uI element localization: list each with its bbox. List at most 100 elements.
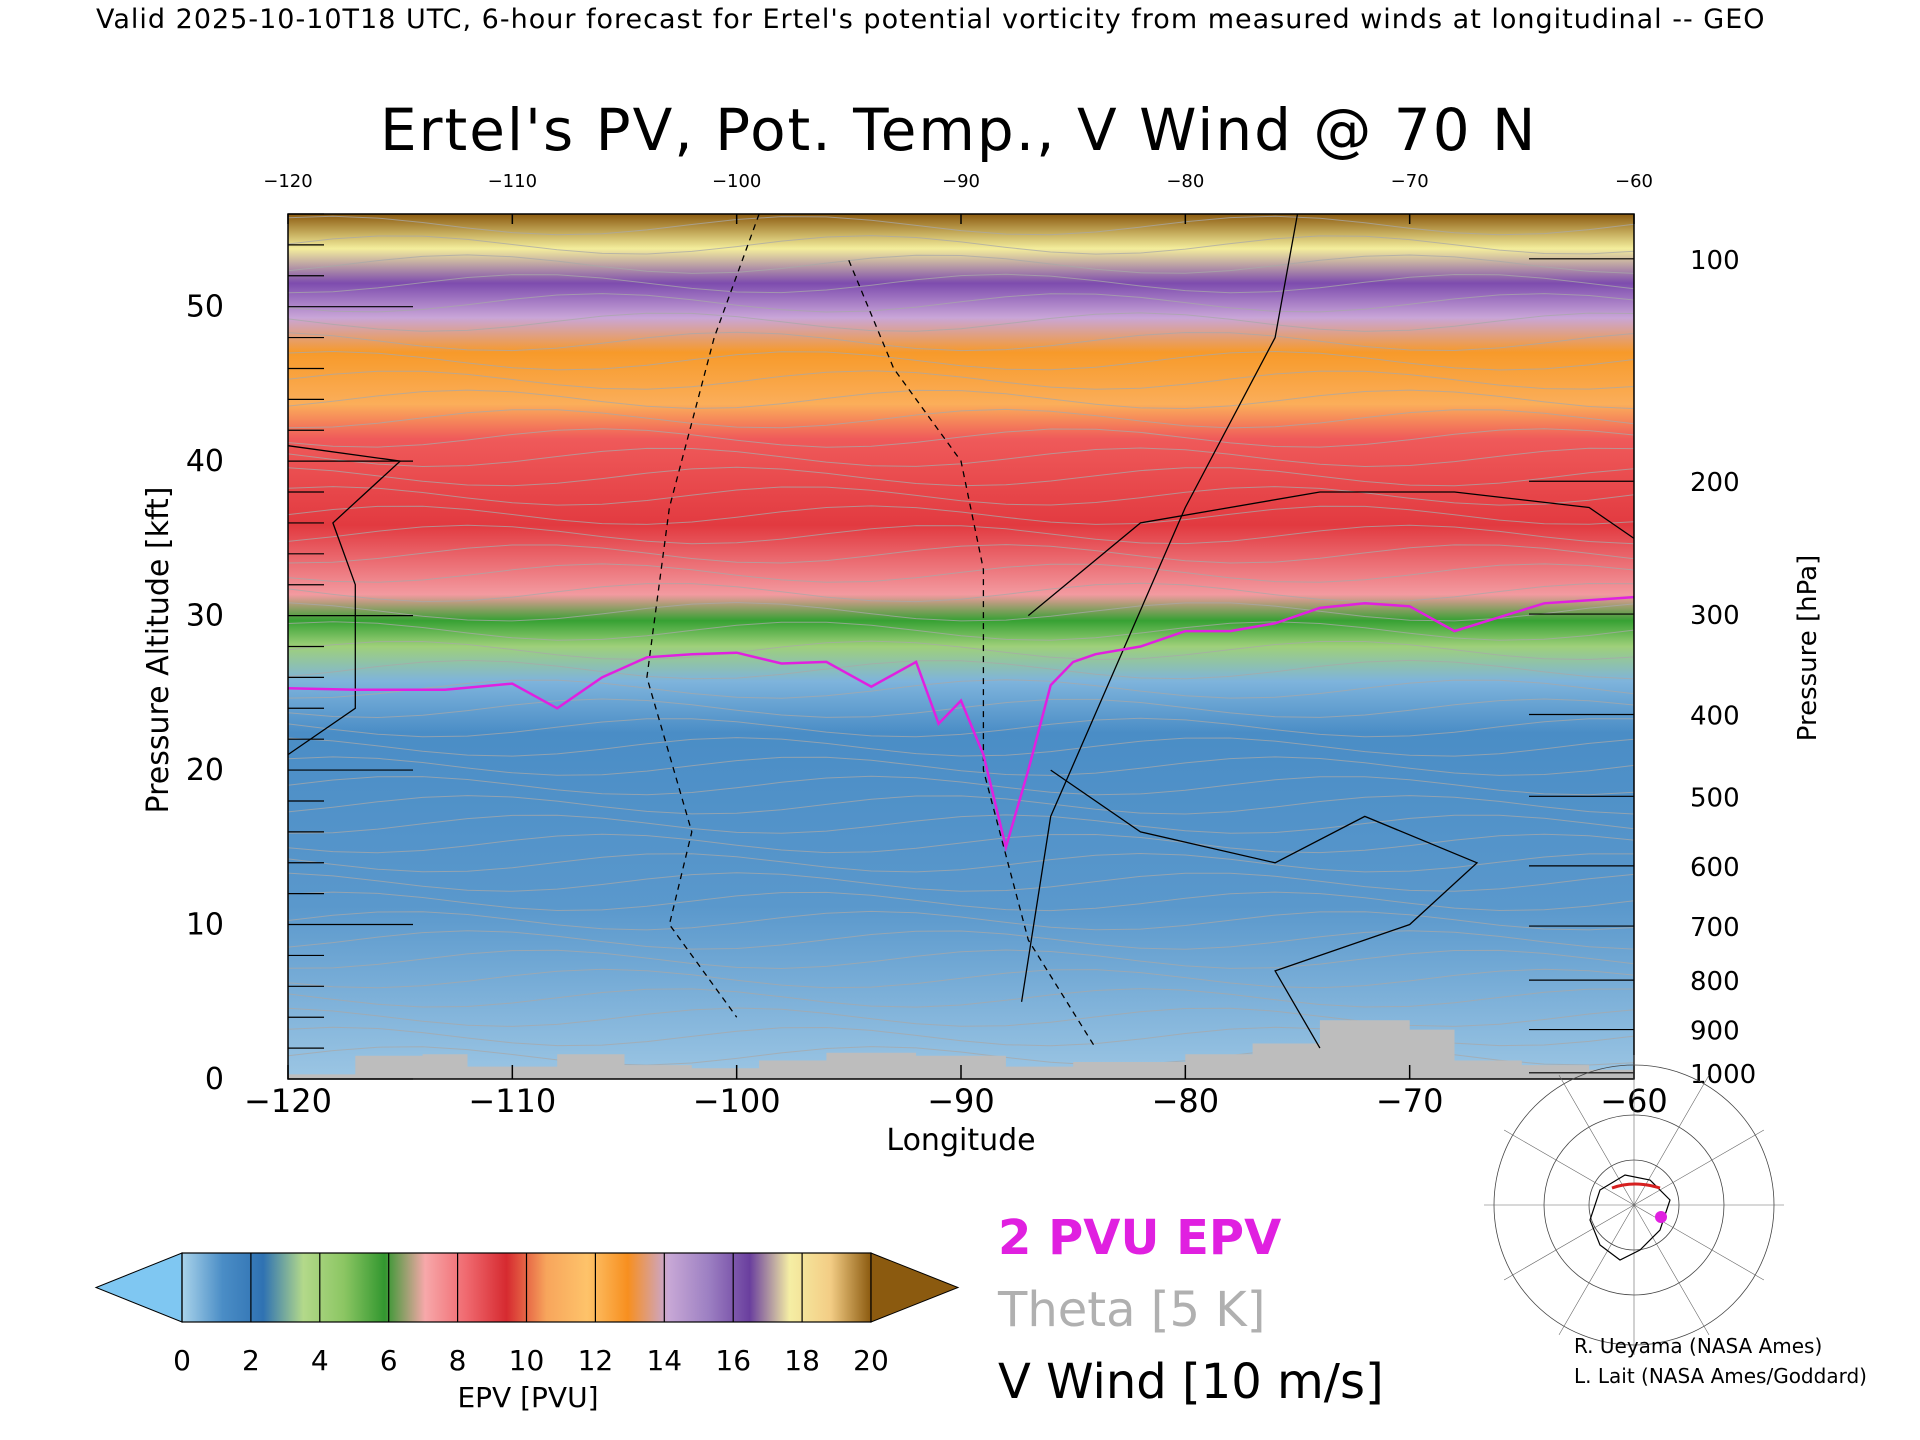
theta-contour (287, 968, 1635, 989)
x-axis-label: Longitude (886, 1123, 1035, 1158)
theta-contour (287, 524, 1635, 545)
x-tick-label: −110 (468, 1082, 556, 1120)
colorbar-tick-label: 18 (784, 1344, 820, 1377)
pressure-tick-label: 300 (1690, 601, 1740, 631)
colorbar-tick-label: 14 (646, 1344, 682, 1377)
theta-contour (287, 988, 1635, 1008)
y-axis-label-right: Pressure [hPa] (1793, 555, 1823, 742)
theta-contour (287, 389, 1635, 410)
credit-line-1: R. Ueyama (NASA Ames) (1574, 1334, 1823, 1358)
x-tick-label: −80 (1152, 1082, 1220, 1120)
v-wind-contour (848, 260, 1097, 1049)
theta-contour (287, 891, 1635, 912)
colorbar-over-arrow (870, 1252, 960, 1323)
theta-contour (287, 872, 1635, 892)
colorbar-label: EPV [PVU] (457, 1381, 598, 1414)
theta-contour (287, 582, 1635, 603)
theta-contour (287, 254, 1635, 274)
pressure-tick-label: 900 (1690, 1017, 1740, 1047)
colorbar-tick-label: 20 (853, 1344, 889, 1377)
colorbar-under-arrow (94, 1252, 183, 1323)
colorbar-tick-label: 2 (242, 1344, 260, 1377)
pressure-tick-label: 200 (1690, 468, 1740, 498)
y-tick-label: 10 (186, 908, 224, 943)
theta-contour (287, 486, 1635, 506)
theta-contour (287, 505, 1635, 525)
theta-contour (287, 775, 1635, 796)
map-meridian (1633, 1204, 1710, 1336)
map-location-dot (1655, 1211, 1667, 1223)
theta-contour (287, 833, 1635, 854)
theta-contour (287, 350, 1635, 371)
theta-contour (287, 949, 1635, 970)
pressure-tick-label: 400 (1690, 701, 1740, 731)
theta-contour (287, 273, 1635, 294)
terrain-fill (288, 1020, 1634, 1079)
v-wind-contour (287, 445, 402, 756)
theta-contour (287, 640, 1635, 661)
credit-line-2: L. Lait (NASA Ames/Goddard) (1574, 1364, 1867, 1388)
x-tick-label-top: −80 (1166, 171, 1204, 192)
map-meridian (1558, 1074, 1635, 1206)
theta-contour (287, 659, 1635, 680)
pressure-tick-label: 700 (1690, 913, 1740, 943)
map-meridian (1633, 1129, 1765, 1206)
pressure-tick-label: 500 (1690, 783, 1740, 813)
map-meridian (1558, 1204, 1635, 1336)
map-meridian (1633, 1074, 1710, 1206)
theta-contour (287, 293, 1635, 313)
theta-contour (287, 408, 1635, 429)
colorbar-tick-label: 12 (578, 1344, 614, 1377)
map-background (1535, 1146, 1730, 1296)
theta-contour (287, 717, 1635, 738)
theta-contour (287, 737, 1635, 757)
legend-theta-label: Theta [5 K] (998, 1282, 1266, 1338)
theta-contour (287, 679, 1635, 699)
theta-contour (287, 235, 1635, 255)
theta-contour (287, 910, 1635, 931)
colorbar-tick-label: 0 (173, 1344, 191, 1377)
y-tick-label: 40 (186, 444, 224, 479)
theta-contour (287, 756, 1635, 776)
colorbar-tick-label: 16 (715, 1344, 751, 1377)
x-tick-label-top: −100 (712, 171, 761, 192)
v-wind-contour (646, 213, 760, 1018)
locator-map (1484, 1055, 1784, 1355)
theta-contour (287, 215, 1635, 236)
legend-wind-label: V Wind [10 m/s] (998, 1354, 1384, 1410)
colorbar-tick-label: 6 (380, 1344, 398, 1377)
theta-contour (287, 563, 1635, 583)
theta-contour (287, 621, 1635, 641)
x-tick-label: −90 (927, 1082, 995, 1120)
pressure-tick-label: 800 (1690, 967, 1740, 997)
theta-contour (287, 466, 1635, 487)
colorbar-tick-label: 10 (509, 1344, 545, 1377)
y-tick-label: 20 (186, 753, 224, 788)
theta-contour (287, 544, 1635, 564)
colorbar-tick-label: 8 (449, 1344, 467, 1377)
v-wind-contour (1027, 491, 1635, 617)
x-tick-label-top: −120 (263, 171, 312, 192)
x-tick-label: −120 (244, 1082, 332, 1120)
pressure-tick-label: 1000 (1690, 1060, 1756, 1090)
x-tick-label: −100 (693, 1082, 781, 1120)
x-tick-label-top: −70 (1391, 171, 1429, 192)
theta-contour (287, 852, 1634, 873)
theta-contour (287, 312, 1635, 332)
pv-2pvu-line (287, 595, 1635, 853)
map-meridian (1503, 1129, 1635, 1206)
x-tick-label: −70 (1376, 1082, 1444, 1120)
v-wind-contour (1050, 769, 1479, 1049)
theta-contour (287, 698, 1635, 719)
theta-contour (287, 795, 1635, 815)
pressure-tick-label: 600 (1690, 853, 1740, 883)
x-tick-label-top: −90 (942, 171, 980, 192)
y-axis-label-left: Pressure Altitude [kft] (141, 487, 176, 814)
theta-contour (287, 370, 1635, 390)
theta-contour (287, 428, 1635, 448)
x-tick-label-top: −110 (488, 171, 537, 192)
legend-pv-label: 2 PVU EPV (998, 1210, 1282, 1266)
theta-contour (287, 601, 1635, 622)
chart-title: Ertel's PV, Pot. Temp., V Wind @ 70 N (380, 96, 1538, 164)
